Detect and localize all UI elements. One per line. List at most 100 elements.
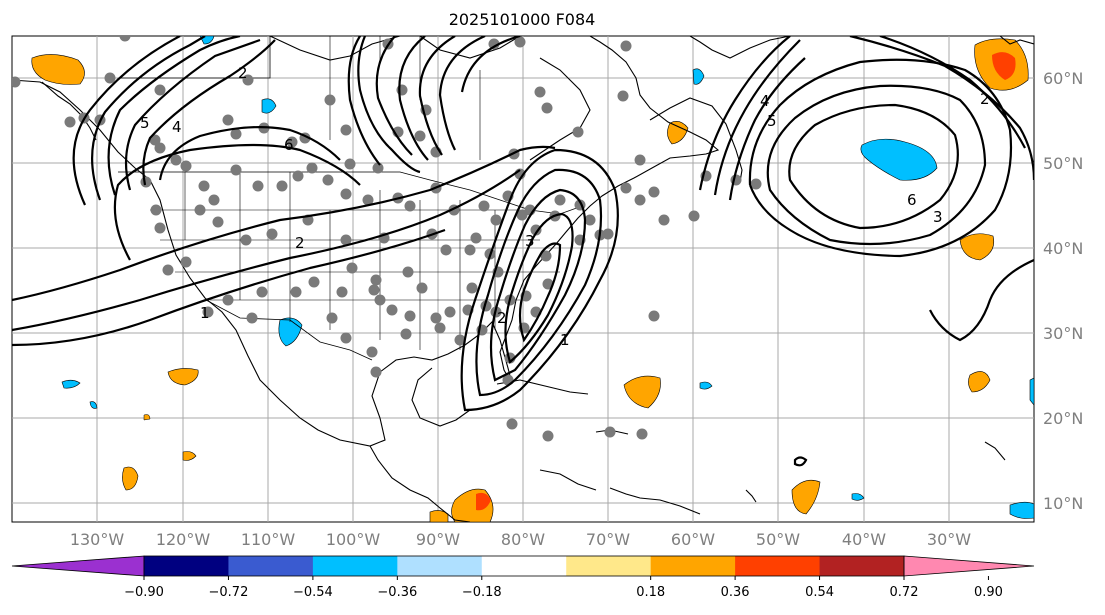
observation-point: [554, 194, 566, 206]
observation-point: [584, 214, 596, 226]
observation-point: [119, 36, 131, 42]
observation-point: [414, 130, 426, 142]
colorbar-segment: [819, 556, 905, 576]
observation-point: [636, 428, 648, 440]
latitude-labels: 60°N 50°N 40°N 30°N 20°N 10°N: [1043, 69, 1083, 513]
colorbar-tick-label: 0.18: [636, 585, 665, 600]
observation-point: [326, 312, 338, 324]
observation-point: [430, 312, 442, 324]
lat-label: 30°N: [1043, 324, 1083, 343]
contour-label: 5: [767, 112, 777, 130]
lat-label: 60°N: [1043, 69, 1083, 88]
observation-point: [534, 86, 546, 98]
observation-point: [396, 84, 408, 96]
colorbar-tick-label: 0.54: [805, 585, 834, 600]
contour-label: 1: [560, 331, 570, 349]
observation-point: [514, 36, 526, 48]
colorbar-segment: [144, 556, 229, 576]
observation-point: [154, 84, 166, 96]
observation-point: [464, 244, 476, 256]
contour-label: 4: [172, 118, 182, 136]
contour-label: 5: [140, 114, 150, 132]
colorbar-extend-low: [11, 555, 145, 577]
observation-point: [240, 234, 252, 246]
observation-point: [516, 209, 528, 221]
contour-label: 2: [295, 234, 305, 252]
observation-point: [478, 200, 490, 212]
observation-point: [222, 114, 234, 126]
observation-point: [198, 180, 210, 192]
colorbar-tick-label: −0.54: [293, 585, 333, 600]
observation-point: [194, 204, 206, 216]
colorbar-tick-label: 0.90: [974, 585, 1003, 600]
colorbar-segment: [228, 556, 314, 576]
observation-point: [658, 214, 670, 226]
colorbar-segment: [735, 556, 821, 576]
observation-point: [202, 306, 214, 318]
map-title: 2025101000 F084: [449, 10, 596, 29]
contour-label: 4: [760, 92, 770, 110]
observation-point: [604, 426, 616, 438]
observation-point: [617, 90, 629, 102]
contour-label: 2: [238, 64, 248, 82]
lon-label: 30°W: [927, 530, 971, 549]
contours: [12, 36, 1034, 467]
observation-point: [750, 178, 762, 190]
observation-point: [230, 164, 242, 176]
observation-point: [154, 222, 166, 234]
lon-label: 130°W: [70, 530, 125, 549]
observation-point: [64, 116, 76, 128]
colorbar-tick-label: −0.18: [462, 585, 502, 600]
observation-point: [454, 334, 466, 346]
observation-point: [370, 274, 382, 286]
observation-point: [541, 102, 553, 114]
lon-label: 80°W: [501, 530, 545, 549]
longitude-labels: 130°W 120°W 110°W 100°W 90°W 80°W 70°W 6…: [70, 530, 971, 549]
observation-point: [620, 40, 632, 52]
observation-point: [276, 180, 288, 192]
lon-label: 40°W: [842, 530, 886, 549]
observation-point: [372, 162, 384, 174]
observation-point: [602, 228, 614, 240]
colorbar-tick-label: −0.72: [209, 585, 249, 600]
colorbar-tick-label: 0.72: [890, 585, 919, 600]
lat-label: 20°N: [1043, 409, 1083, 428]
coastlines: [12, 36, 1034, 522]
colorbar: −0.90 −0.72 −0.54 −0.36 −0.18 0.18 0.36 0.54 0.7…: [11, 555, 1035, 600]
observation-point: [306, 162, 318, 174]
observation-stations: [12, 36, 762, 442]
observation-point: [404, 200, 416, 212]
lon-label: 90°W: [416, 530, 460, 549]
contour-label: 6: [907, 191, 917, 209]
observation-point: [490, 214, 502, 226]
colorbar-segment: [481, 556, 567, 576]
observation-point: [434, 322, 446, 334]
observation-point: [506, 418, 518, 430]
observation-point: [530, 224, 542, 236]
observation-point: [340, 332, 352, 344]
observation-point: [290, 286, 302, 298]
observation-point: [540, 250, 552, 262]
observation-point: [212, 216, 224, 228]
contour-label: 6: [284, 136, 294, 154]
observation-point: [340, 188, 352, 200]
positive-anomaly-regions: [31, 38, 1029, 522]
observation-point: [416, 282, 428, 294]
contour-labels: 2 6 5 4 2 2 3 1 4 5 6 3 2 1: [140, 64, 990, 349]
lon-label: 110°W: [241, 530, 296, 549]
observation-point: [336, 286, 348, 298]
contour-label: 1: [200, 304, 210, 322]
observation-point: [368, 284, 380, 296]
observation-point: [466, 282, 478, 294]
observation-point: [242, 74, 254, 86]
observation-point: [488, 38, 500, 50]
lon-label: 60°W: [671, 530, 715, 549]
observation-point: [149, 134, 161, 146]
observation-point: [444, 306, 456, 318]
observation-point: [154, 142, 166, 154]
colorbar-extend-high: [903, 555, 1035, 577]
observation-point: [170, 154, 182, 166]
lon-label: 120°W: [156, 530, 211, 549]
lon-label: 50°W: [756, 530, 800, 549]
